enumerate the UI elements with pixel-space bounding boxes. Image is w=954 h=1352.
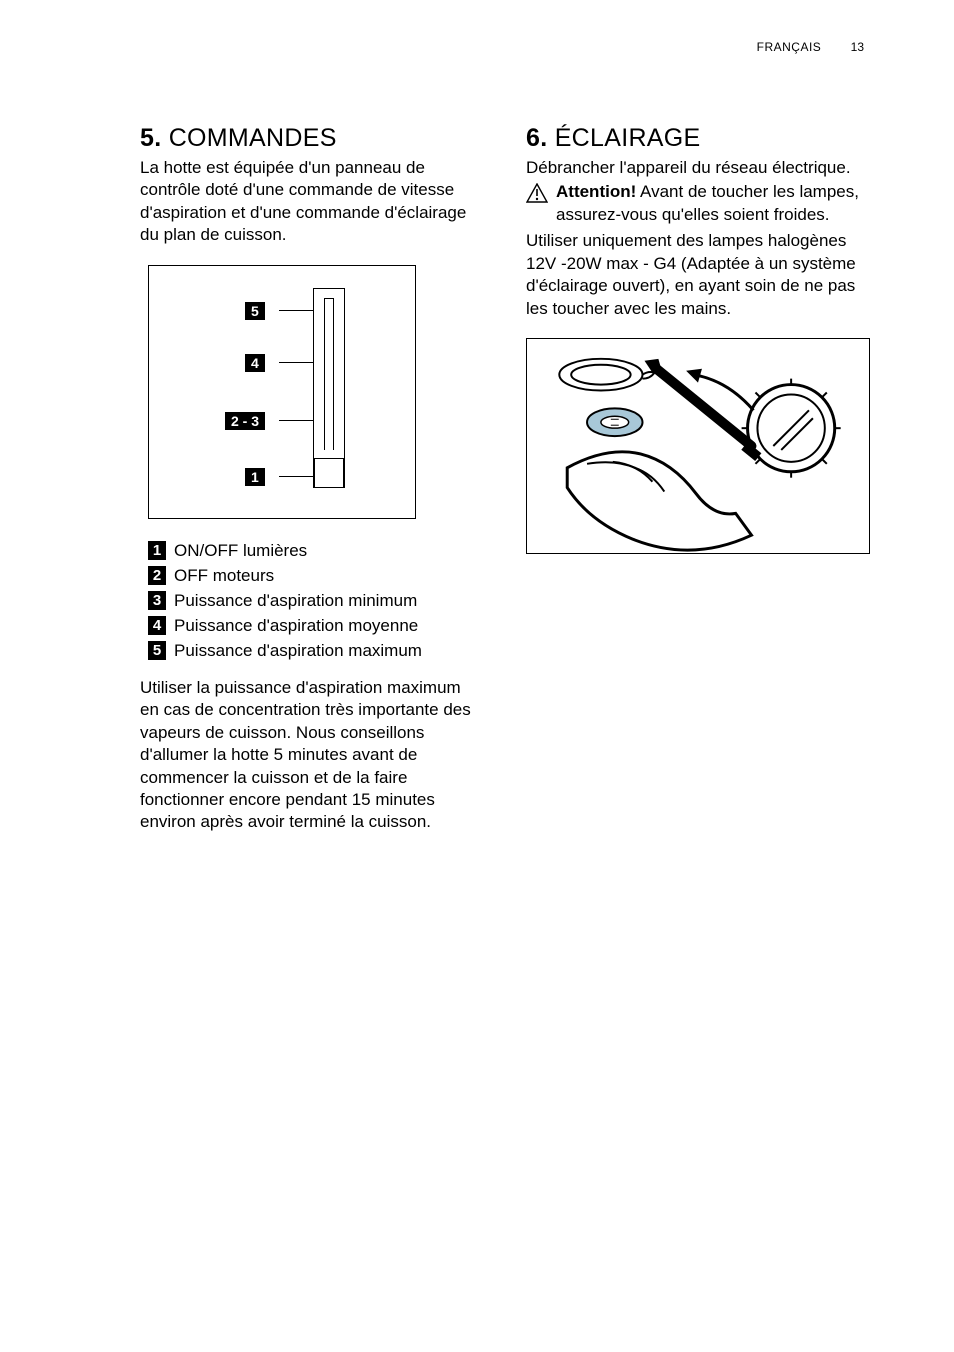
commandes-note: Utiliser la puissance d'aspiration maxim…	[140, 677, 478, 834]
header-page-number: 13	[851, 40, 864, 54]
legend-row: 1 ON/OFF lumières	[148, 541, 478, 561]
warning-block: Attention! Avant de toucher les lampes, …	[526, 181, 864, 226]
section-heading-commandes: 5. COMMANDES	[140, 124, 478, 153]
legend-badge: 1	[148, 541, 166, 560]
diagram-notch	[279, 420, 313, 421]
legend-row: 2 OFF moteurs	[148, 566, 478, 586]
diagram-notch	[279, 362, 313, 363]
content-columns: 5. COMMANDES La hotte est équipée d'un p…	[140, 124, 864, 834]
commandes-intro: La hotte est équipée d'un panneau de con…	[140, 157, 478, 247]
warning-triangle-icon	[526, 183, 548, 208]
section-number: 5.	[140, 124, 161, 152]
diagram-label: 5	[245, 302, 265, 320]
lamp-replacement-figure	[526, 338, 870, 554]
header-language: FRANÇAIS	[757, 40, 822, 54]
legend-row: 3 Puissance d'aspiration minimum	[148, 591, 478, 611]
left-column: 5. COMMANDES La hotte est équipée d'un p…	[140, 124, 478, 834]
legend-row: 4 Puissance d'aspiration moyenne	[148, 616, 478, 636]
legend-badge: 5	[148, 641, 166, 660]
legend-badge: 4	[148, 616, 166, 635]
diagram-notch	[279, 476, 313, 477]
legend-text: Puissance d'aspiration minimum	[174, 591, 417, 611]
eclairage-line1: Débrancher l'appareil du réseau électriq…	[526, 157, 864, 179]
diagram-notch	[279, 310, 313, 311]
legend-badge: 3	[148, 591, 166, 610]
warning-text: Attention! Avant de toucher les lampes, …	[556, 181, 864, 226]
right-column: 6. ÉCLAIRAGE Débrancher l'appareil du ré…	[526, 124, 864, 834]
section-number: 6.	[526, 124, 547, 152]
control-panel-diagram: 5 4 2 - 3 1	[148, 265, 416, 519]
diagram-label: 1	[245, 468, 265, 486]
legend-text: Puissance d'aspiration maximum	[174, 641, 422, 661]
page-header: FRANÇAIS 13	[757, 40, 864, 54]
controls-legend: 1 ON/OFF lumières 2 OFF moteurs 3 Puissance d…	[148, 541, 478, 661]
section-title: COMMANDES	[169, 124, 337, 152]
diagram-label: 4	[245, 354, 265, 372]
slider-track	[313, 288, 345, 488]
section-title: ÉCLAIRAGE	[555, 124, 701, 152]
eclairage-para2: Utiliser uniquement des lampes halogènes…	[526, 230, 864, 320]
legend-badge: 2	[148, 566, 166, 585]
legend-text: ON/OFF lumières	[174, 541, 307, 561]
section-heading-eclairage: 6. ÉCLAIRAGE	[526, 124, 864, 153]
diagram-label: 2 - 3	[225, 412, 265, 430]
warning-bold: Attention!	[556, 182, 636, 201]
legend-text: OFF moteurs	[174, 566, 274, 586]
legend-row: 5 Puissance d'aspiration maximum	[148, 641, 478, 661]
legend-text: Puissance d'aspiration moyenne	[174, 616, 418, 636]
